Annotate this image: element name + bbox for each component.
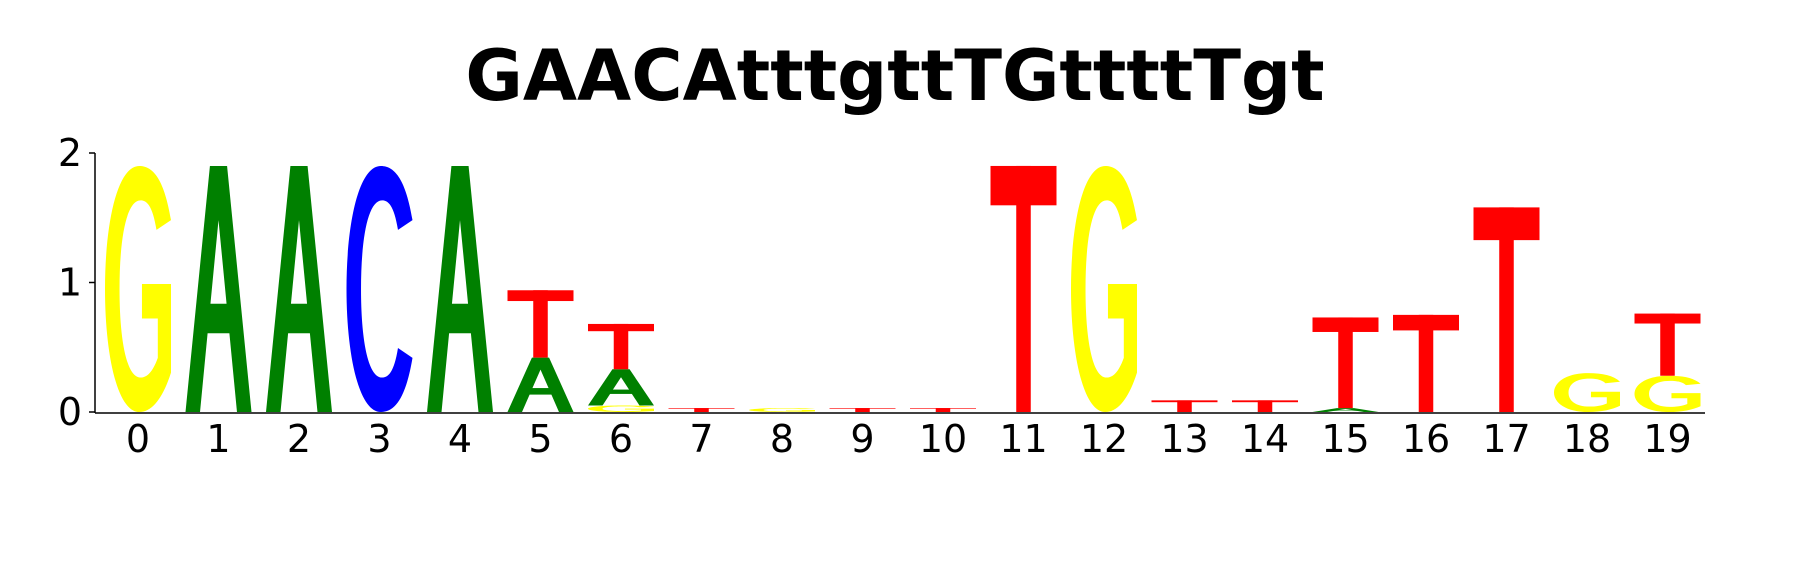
logo-letter-t xyxy=(1634,313,1701,376)
logo-letter-g xyxy=(1554,373,1620,412)
logo-letter-g xyxy=(1634,375,1701,412)
y-axis: 0 1 2 xyxy=(58,131,96,434)
x-tick-label: 3 xyxy=(367,417,391,461)
logo-letter-t xyxy=(910,408,976,412)
x-tick-label: 0 xyxy=(126,417,150,461)
logo-letter-t xyxy=(668,408,735,412)
logo-letter-g xyxy=(588,405,654,412)
x-tick-label: 7 xyxy=(689,417,713,461)
logo-letter-t xyxy=(1151,400,1218,412)
x-tick-label: 16 xyxy=(1402,417,1450,461)
x-tick-label: 17 xyxy=(1482,417,1530,461)
logo-letter-t xyxy=(1312,317,1379,409)
logo-letters xyxy=(105,165,1701,412)
x-tick-label: 11 xyxy=(999,417,1047,461)
x-tick-label: 13 xyxy=(1160,417,1208,461)
logo-letter-a xyxy=(185,165,252,412)
logo-letter-g xyxy=(105,165,171,412)
x-tick-label: 1 xyxy=(206,417,230,461)
logo-letter-t xyxy=(1473,207,1540,412)
x-tick-label: 9 xyxy=(850,417,874,461)
logo-letter-t xyxy=(829,408,896,412)
y-tick-label: 0 xyxy=(58,390,82,434)
y-tick-label: 1 xyxy=(58,261,82,305)
logo-letter-t xyxy=(1393,314,1459,412)
x-tick-label: 12 xyxy=(1080,417,1128,461)
logo-letter-t xyxy=(1232,400,1298,412)
logo-letter-g xyxy=(749,408,815,412)
x-tick-label: 15 xyxy=(1321,417,1369,461)
x-tick-label: 14 xyxy=(1241,417,1289,461)
x-tick-label: 4 xyxy=(448,417,472,461)
x-tick-label: 18 xyxy=(1563,417,1611,461)
logo-letter-g xyxy=(1071,165,1137,412)
logo-letter-c xyxy=(346,165,413,412)
y-tick-label: 2 xyxy=(58,131,82,175)
logo-letter-t xyxy=(990,165,1057,412)
logo-letter-t xyxy=(588,323,654,370)
x-tick-label: 8 xyxy=(770,417,794,461)
logo-letter-a xyxy=(507,357,574,412)
logo-letter-a xyxy=(266,165,332,412)
logo-letter-t xyxy=(507,290,574,358)
x-tick-label: 2 xyxy=(287,417,311,461)
x-tick-label: 5 xyxy=(528,417,552,461)
logo-letter-a xyxy=(1312,408,1379,412)
x-tick-label: 6 xyxy=(609,417,633,461)
logo-letter-a xyxy=(427,165,493,412)
x-tick-label: 19 xyxy=(1643,417,1691,461)
chart-title: GAACAtttgttTGttttTgt xyxy=(465,35,1324,117)
x-axis: 0 1 2 3 4 5 6 7 8 9 10 11 12 13 14 15 16 17 18 19 xyxy=(95,412,1705,461)
logo-letter-a xyxy=(588,369,654,406)
x-tick-label: 10 xyxy=(919,417,967,461)
